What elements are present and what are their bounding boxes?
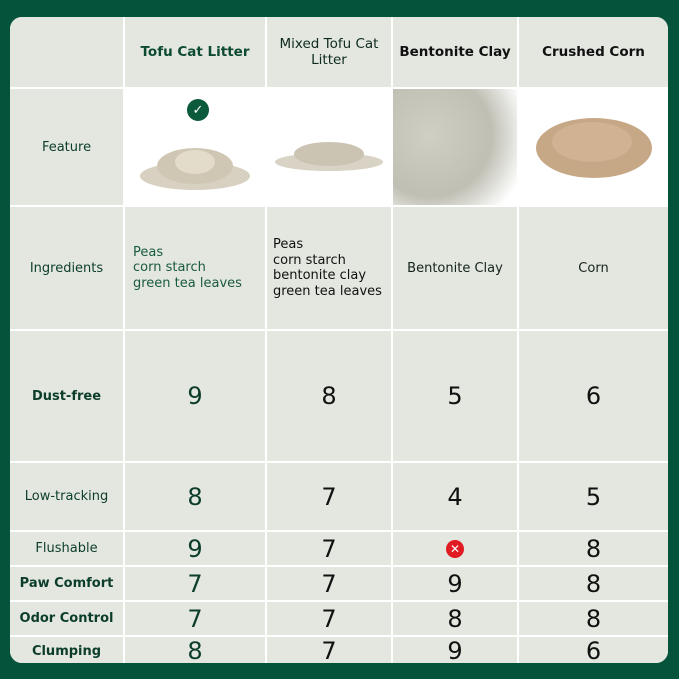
ingredients-corn: Corn: [519, 207, 668, 329]
bentonite-clay-image: [393, 89, 517, 205]
score-cell: 8: [519, 532, 668, 565]
score-cell: 4: [393, 463, 517, 530]
column-header-corn: Crushed Corn: [519, 17, 668, 87]
score-cell: 8: [393, 602, 517, 635]
score-cell: 5: [519, 463, 668, 530]
score-cell: 5: [393, 331, 517, 461]
score-cell: 8: [519, 602, 668, 635]
tofu-pile-picture: [140, 148, 250, 190]
score-cell: 7: [267, 532, 391, 565]
row-label-paw-comfort: Paw Comfort: [10, 567, 123, 600]
score-cell: 8: [125, 637, 265, 663]
column-header-tofu: Tofu Cat Litter: [125, 17, 265, 87]
score-cell: 6: [519, 637, 668, 663]
corn-pile-picture: [535, 118, 652, 178]
row-label-dust-free: Dust-free: [10, 331, 123, 461]
ingredients-mixed-tofu: Peas corn starch bentonite clay green te…: [267, 207, 391, 329]
score-cell: 7: [267, 602, 391, 635]
row-label-odor-control: Odor Control: [10, 602, 123, 635]
row-label-clumping: Clumping: [10, 637, 123, 663]
column-header-mixed-tofu: Mixed Tofu Cat Litter: [267, 17, 391, 87]
row-label-feature: Feature: [10, 89, 123, 205]
x-circle-icon: ✕: [446, 539, 464, 558]
score-cell: 7: [267, 463, 391, 530]
score-cell: 6: [519, 331, 668, 461]
corner-cell: [10, 17, 123, 87]
score-cell: 8: [519, 567, 668, 600]
column-header-bentonite: Bentonite Clay: [393, 17, 517, 87]
ingredients-bentonite: Bentonite Clay: [393, 207, 517, 329]
check-circle-icon: ✓: [187, 99, 209, 121]
ingredients-tofu: Peas corn starch green tea leaves: [125, 207, 265, 329]
tofu-litter-image: ✓: [125, 89, 265, 205]
row-label-low-tracking: Low-tracking: [10, 463, 123, 530]
score-cell: 8: [125, 463, 265, 530]
score-cell: 9: [125, 532, 265, 565]
score-cell: ✕: [393, 532, 517, 565]
comparison-table: Tofu Cat Litter Mixed Tofu Cat Litter Be…: [10, 17, 668, 663]
mixed-pile-picture: [275, 142, 383, 171]
row-label-flushable: Flushable: [10, 532, 123, 565]
score-cell: 7: [267, 567, 391, 600]
score-cell: 9: [393, 567, 517, 600]
score-cell: 7: [125, 602, 265, 635]
score-cell: 9: [393, 637, 517, 663]
score-cell: 9: [125, 331, 265, 461]
mixed-tofu-litter-image: [267, 89, 391, 205]
score-cell: 7: [125, 567, 265, 600]
score-cell: 7: [267, 637, 391, 663]
row-label-ingredients: Ingredients: [10, 207, 123, 329]
crushed-corn-image: [519, 89, 668, 205]
score-cell: 8: [267, 331, 391, 461]
